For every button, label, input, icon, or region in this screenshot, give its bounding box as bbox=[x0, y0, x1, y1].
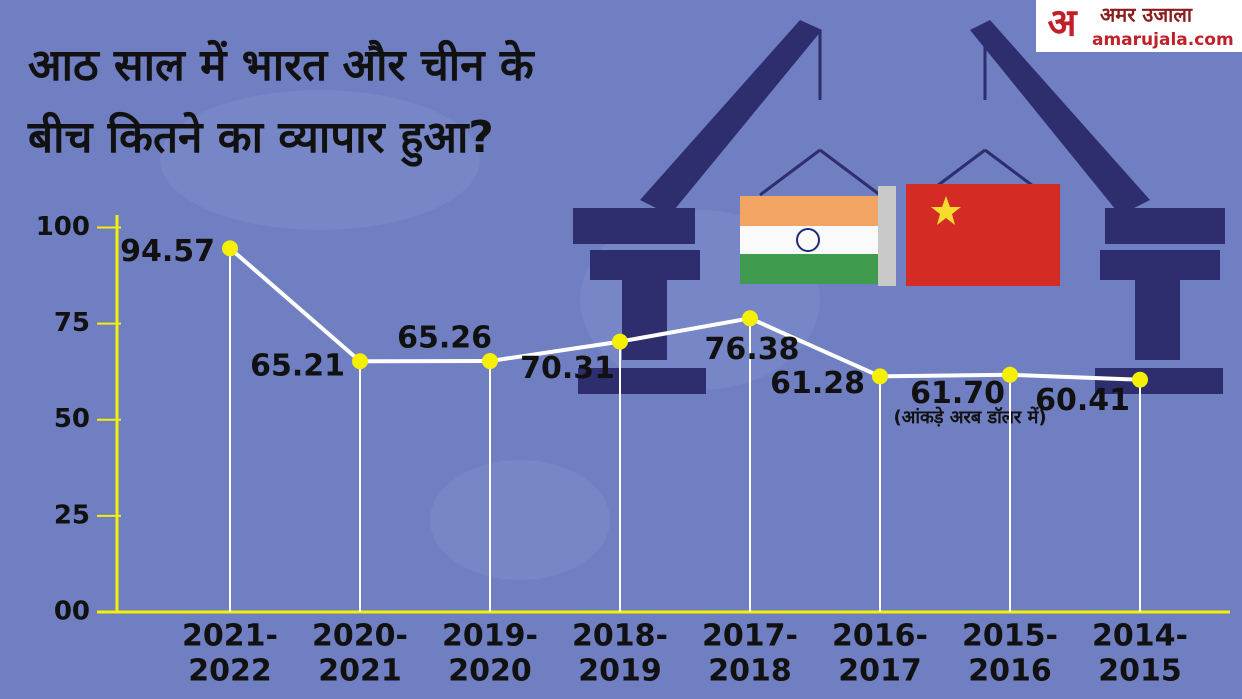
data-label: 61.28 bbox=[770, 366, 865, 401]
data-point bbox=[1132, 371, 1148, 388]
data-point bbox=[872, 368, 888, 385]
x-tick-label: 2017- bbox=[702, 619, 798, 654]
x-tick-label: 2014- bbox=[1092, 619, 1188, 654]
x-tick-label: 2021- bbox=[182, 619, 278, 654]
x-tick-label: 2018- bbox=[572, 619, 668, 654]
x-tick-label: 2021 bbox=[318, 654, 402, 689]
x-tick-label: 2016 bbox=[968, 654, 1052, 689]
x-tick-label: 2018 bbox=[708, 654, 792, 689]
india-container bbox=[740, 186, 896, 286]
annotation: (आंकड़े अरब डॉलर में) bbox=[893, 406, 1046, 428]
x-tick-label: 2019 bbox=[578, 654, 662, 689]
y-tick-label: 00 bbox=[54, 597, 90, 627]
x-tick-label: 2019- bbox=[442, 619, 538, 654]
y-tick-label: 100 bbox=[36, 212, 90, 242]
logo-site: amarujala.com bbox=[1092, 30, 1234, 50]
y-tick-label: 75 bbox=[54, 308, 90, 338]
china-container bbox=[906, 184, 1060, 286]
data-line bbox=[228, 246, 1141, 382]
data-point bbox=[222, 240, 238, 257]
x-tick-label: 2017 bbox=[838, 654, 922, 689]
data-point bbox=[612, 333, 628, 350]
chart-title: आठ साल में भारत और चीन के bbox=[28, 39, 536, 91]
x-tick-label: 2015- bbox=[962, 619, 1058, 654]
data-label: 65.21 bbox=[250, 349, 345, 384]
logo-mark: अ bbox=[1047, 1, 1078, 45]
x-tick-label: 2022 bbox=[188, 654, 272, 689]
left-crane bbox=[573, 20, 881, 394]
data-label: 61.70 bbox=[910, 376, 1005, 411]
y-tick-label: 25 bbox=[54, 500, 90, 530]
data-label: 70.31 bbox=[520, 351, 615, 386]
logo: अ अमर उजाला amarujala.com bbox=[1036, 0, 1242, 52]
chart-title: बीच कितने का व्यापार हुआ? bbox=[27, 111, 494, 167]
data-point bbox=[1002, 366, 1018, 383]
y-tick-label: 50 bbox=[54, 404, 90, 434]
data-label: 65.26 bbox=[397, 321, 492, 356]
data-label: 94.57 bbox=[120, 234, 215, 269]
x-tick-label: 2016- bbox=[832, 619, 928, 654]
data-point bbox=[742, 310, 758, 327]
data-label: 76.38 bbox=[705, 332, 800, 367]
logo-name: अमर उजाला bbox=[1100, 3, 1193, 27]
data-point bbox=[482, 353, 498, 370]
x-tick-label: 2015 bbox=[1098, 654, 1182, 689]
x-tick-label: 2020- bbox=[312, 619, 408, 654]
data-label: 60.41 bbox=[1035, 383, 1130, 418]
data-point bbox=[352, 353, 368, 370]
x-tick-label: 2020 bbox=[448, 654, 532, 689]
